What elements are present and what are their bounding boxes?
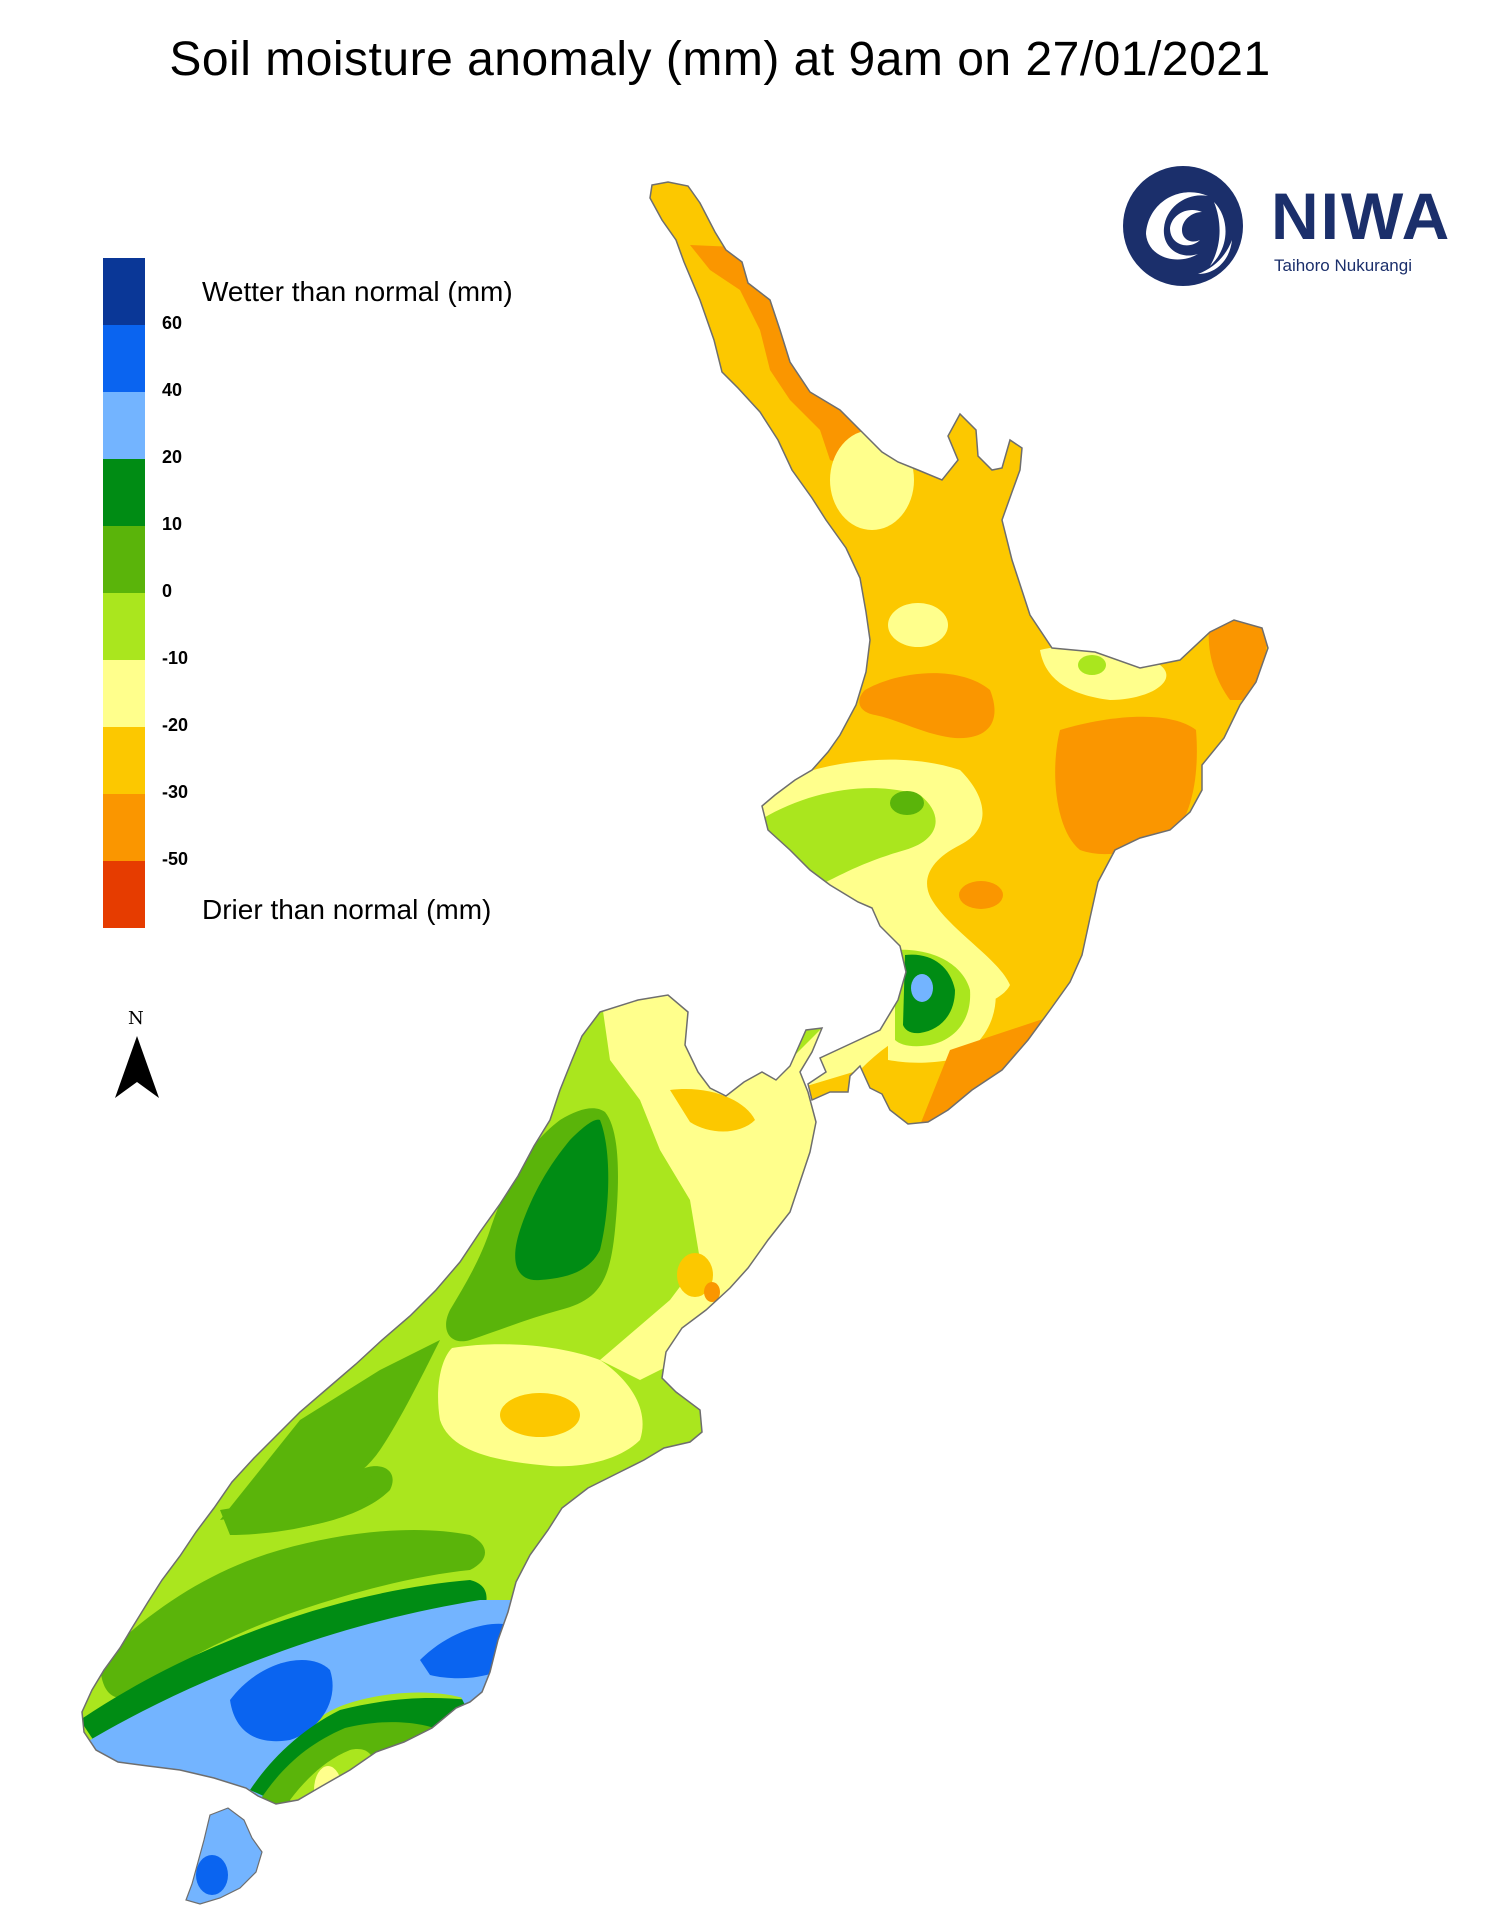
legend-swatch — [103, 727, 145, 794]
north-island — [649, 181, 1269, 1125]
legend-swatch — [103, 459, 145, 526]
legend-tick-label: -10 — [162, 648, 189, 668]
legend-tick-label: 0 — [162, 581, 173, 601]
legend-tick-label: 20 — [162, 447, 183, 467]
legend-wetter-note: Wetter than normal (mm) — [202, 276, 513, 307]
legend-swatch — [103, 593, 145, 660]
legend-swatch — [103, 526, 145, 593]
legend-swatch — [103, 258, 145, 325]
legend-drier-note: Drier than normal (mm) — [202, 894, 492, 925]
south-island — [81, 994, 823, 1805]
legend-tick-label: 60 — [162, 313, 183, 333]
stewart-island — [185, 1807, 263, 1905]
north-arrow-icon — [115, 1036, 159, 1098]
legend-swatch — [103, 392, 145, 459]
legend-swatch — [103, 325, 145, 392]
niwa-logo: NIWA Taihoro Nukurangi — [1118, 162, 1498, 292]
niwa-logo-wordmark: NIWA — [1271, 179, 1452, 253]
north-label: N — [128, 1008, 144, 1029]
legend-tick-label: -50 — [162, 849, 189, 869]
niwa-logo-tagline: Taihoro Nukurangi — [1274, 256, 1412, 275]
legend-tick-label: 40 — [162, 380, 183, 400]
legend-swatch — [103, 794, 145, 861]
niwa-logo-icon — [1123, 166, 1243, 286]
legend-tick-label: 10 — [162, 514, 183, 534]
legend-swatch — [103, 861, 145, 928]
legend-tick-label: -30 — [162, 782, 189, 802]
legend-swatch — [103, 660, 145, 727]
map-title: Soil moisture anomaly (mm) at 9am on 27/… — [169, 33, 1271, 86]
legend-colorbar — [103, 258, 145, 928]
legend-tick-label: -20 — [162, 715, 189, 735]
